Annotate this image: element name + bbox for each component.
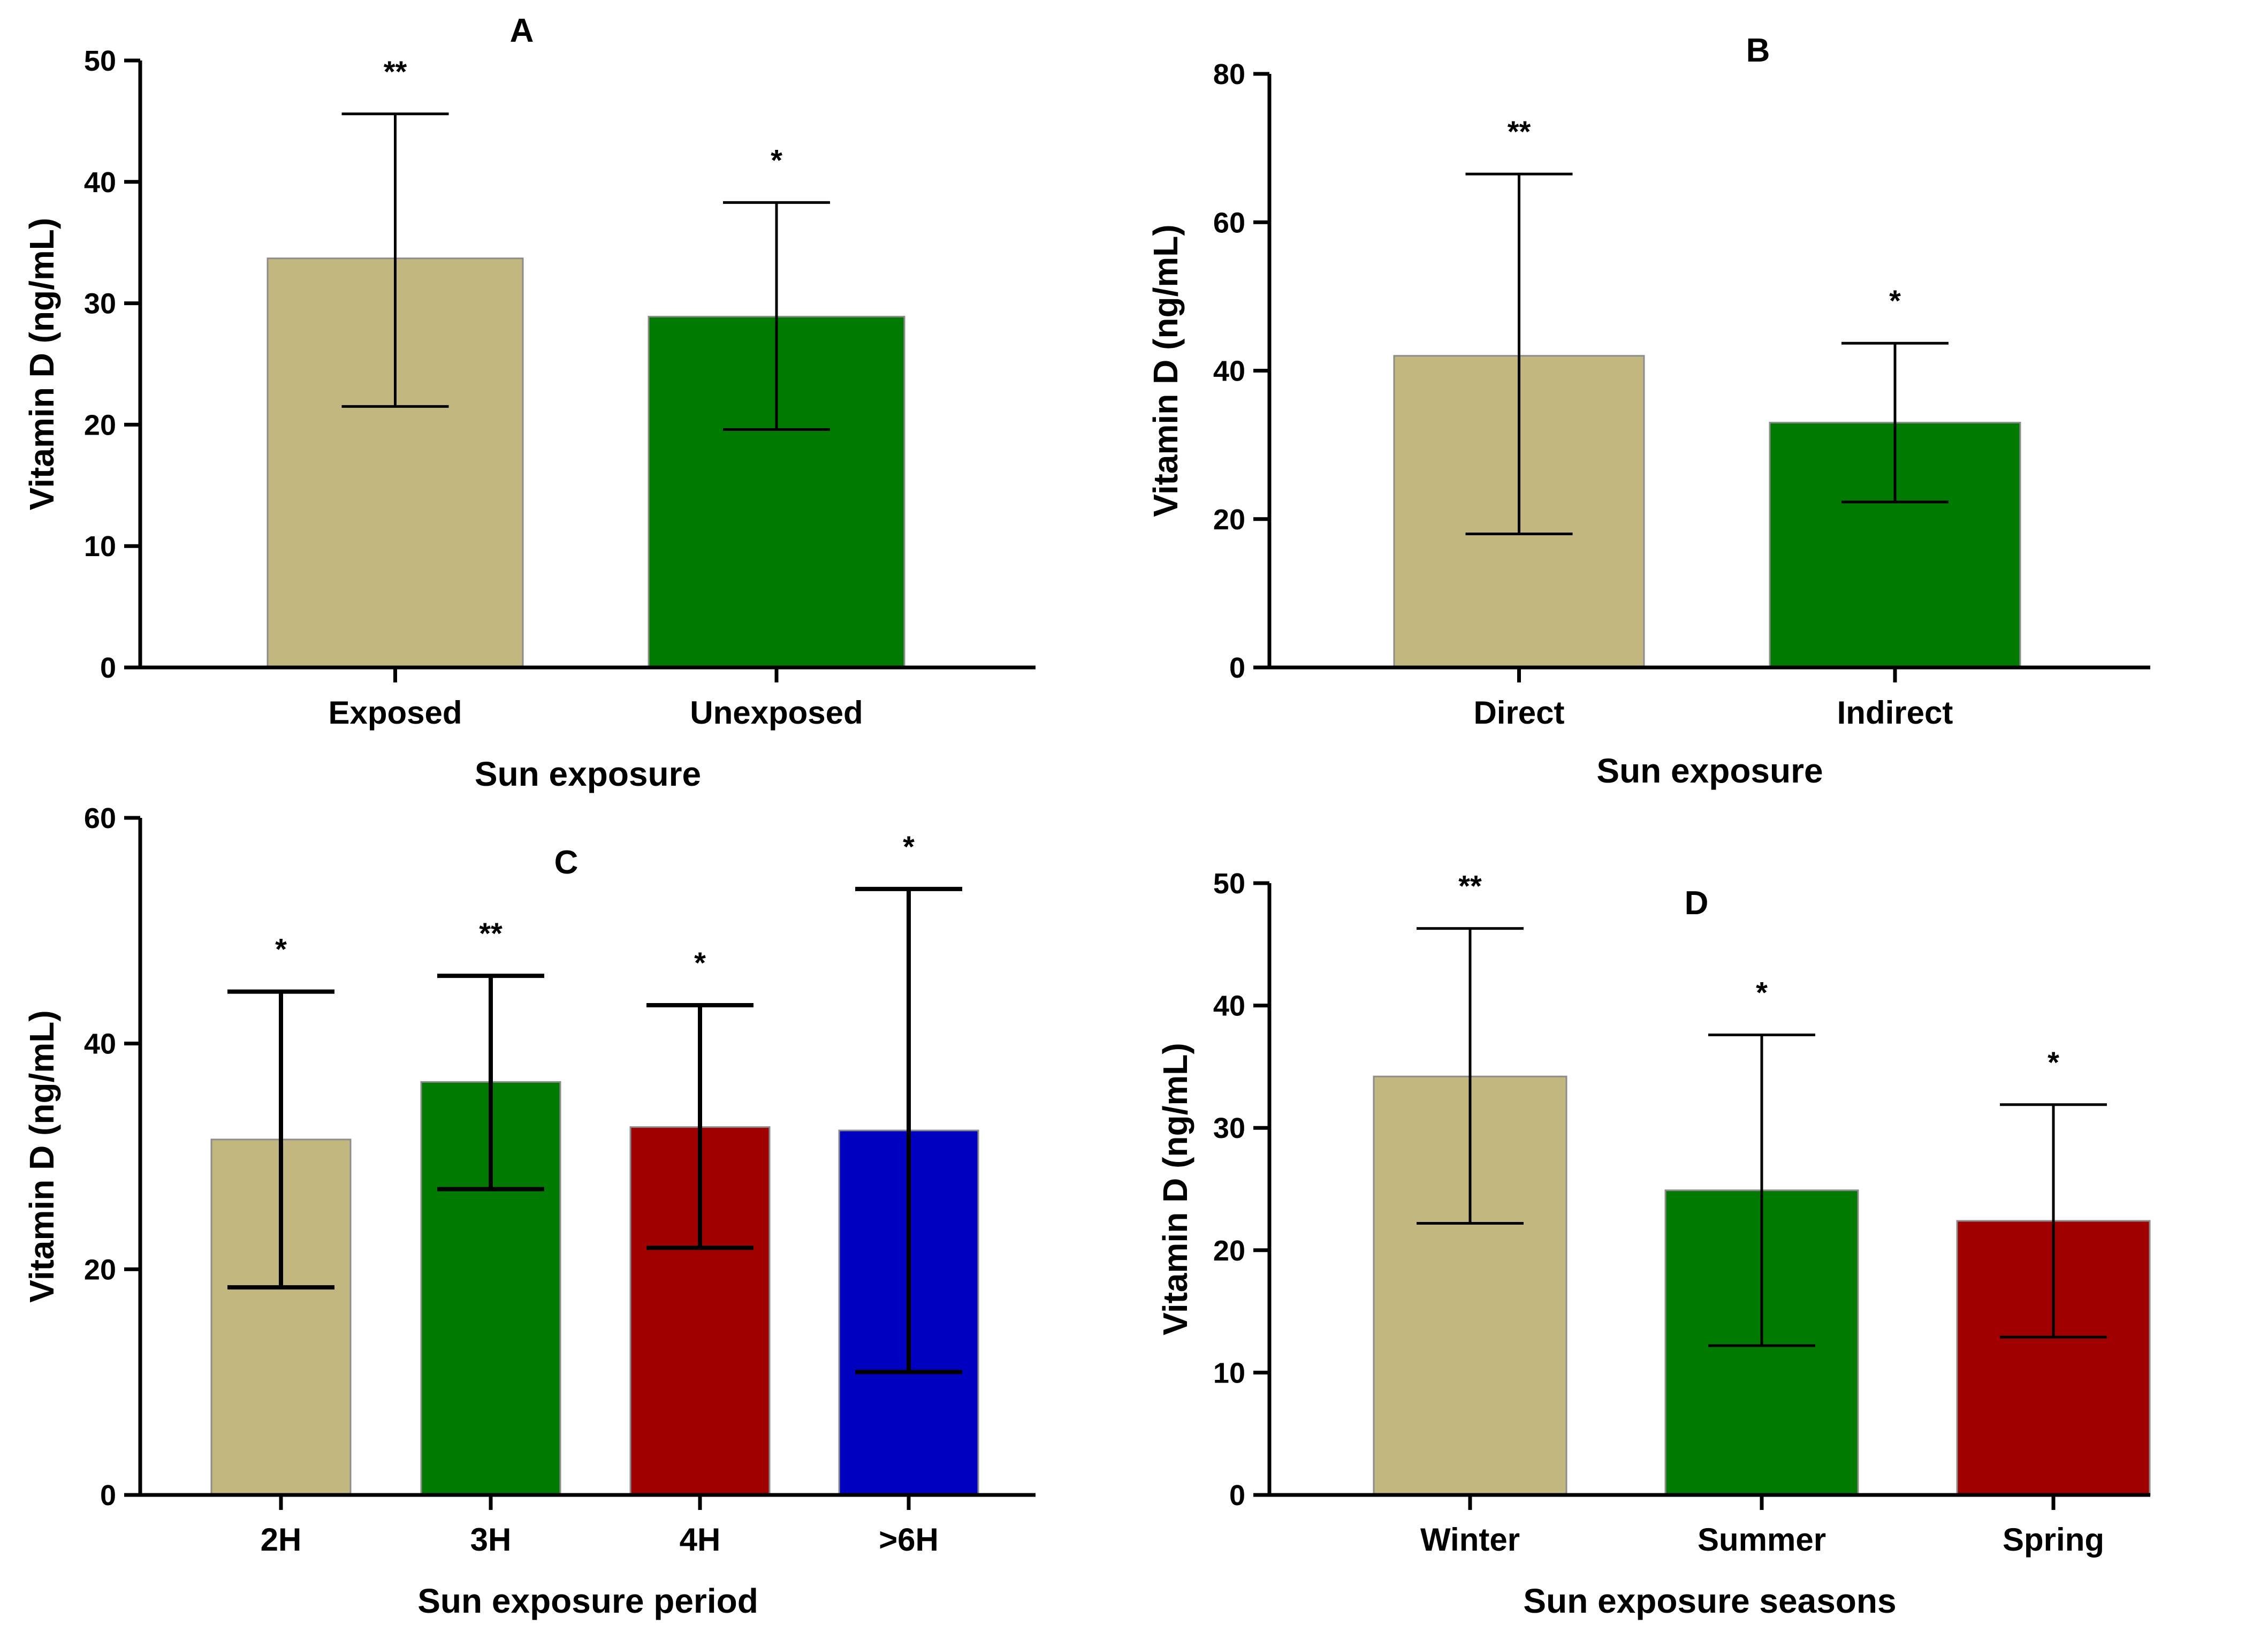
category-label-b-1: Direct — [1473, 695, 1564, 731]
category-label-c-4: >6H — [879, 1522, 939, 1558]
panel-b: ** Direct * Indirect 0 20 40 60 80 Vitamin D (ng/… — [1146, 32, 2150, 790]
error-bar-b-2 — [1841, 341, 1949, 504]
y-tick-label-d-4: 40 — [1213, 990, 1245, 1022]
error-bar-c-3 — [646, 1003, 754, 1250]
significance-label-b-2: * — [1889, 284, 1901, 317]
category-label-a-2: Unexposed — [690, 695, 863, 731]
y-axis-title-c: Vitamin D (ng/mL) — [22, 1010, 61, 1302]
error-bar-a-2 — [723, 201, 830, 431]
category-label-b-2: Indirect — [1837, 695, 1953, 731]
x-axis-title-d: Sun exposure seasons — [1523, 1582, 1896, 1620]
y-axis-title-a: Vitamin D (ng/mL) — [22, 218, 61, 510]
error-bar-c-1 — [227, 989, 334, 1290]
y-axis-title-d: Vitamin D (ng/mL) — [1156, 1043, 1194, 1335]
panel-a: ** Exposed * Unexposed 0 10 20 30 40 50 Vitamin D … — [22, 12, 1036, 793]
y-axis-title-b: Vitamin D (ng/mL) — [1146, 224, 1185, 517]
significance-label-c-2: ** — [479, 916, 503, 950]
y-tick-label-d-2: 20 — [1213, 1235, 1245, 1267]
y-tick-label-a-5: 50 — [84, 45, 116, 77]
significance-label-d-3: * — [2048, 1045, 2059, 1079]
y-tick-label-a-0: 0 — [100, 652, 116, 684]
y-tick-label-a-4: 40 — [84, 166, 116, 199]
y-tick-label-b-0: 0 — [1229, 652, 1245, 684]
significance-label-d-2: * — [1756, 975, 1768, 1009]
significance-label-a-2: * — [771, 143, 782, 177]
category-label-d-2: Summer — [1698, 1522, 1826, 1558]
y-tick-label-c-0: 0 — [100, 1479, 116, 1512]
category-label-c-1: 2H — [261, 1522, 302, 1558]
y-tick-label-d-1: 10 — [1213, 1357, 1245, 1389]
y-tick-label-d-3: 30 — [1213, 1112, 1245, 1144]
y-tick-label-c-1: 20 — [84, 1254, 116, 1286]
error-bar-d-2 — [1708, 1033, 1815, 1347]
panel-letter-d: D — [1685, 885, 1709, 922]
category-label-a-1: Exposed — [328, 695, 462, 731]
significance-label-c-4: * — [903, 830, 915, 863]
y-tick-label-a-1: 10 — [84, 530, 116, 563]
error-bar-d-3 — [2000, 1103, 2107, 1339]
panel-letter-a: A — [510, 12, 534, 49]
category-label-d-1: Winter — [1420, 1522, 1520, 1558]
significance-label-a-1: ** — [384, 55, 407, 88]
category-label-c-2: 3H — [470, 1522, 512, 1558]
y-tick-label-d-0: 0 — [1229, 1479, 1245, 1512]
error-bar-c-2 — [437, 974, 544, 1191]
y-tick-label-c-2: 40 — [84, 1028, 116, 1060]
error-bar-d-1 — [1417, 927, 1524, 1225]
x-axis-title-b: Sun exposure — [1596, 751, 1823, 790]
category-label-c-3: 4H — [680, 1522, 721, 1558]
y-tick-label-b-4: 80 — [1213, 58, 1245, 90]
category-label-d-3: Spring — [2003, 1522, 2104, 1558]
panel-d: ** Winter * Summer * Spring 0 10 20 30 40 50 Vitamin… — [1156, 868, 2151, 1620]
y-tick-label-a-2: 20 — [84, 409, 116, 441]
y-tick-label-c-3: 60 — [84, 802, 116, 834]
error-bar-c-4 — [855, 886, 962, 1375]
significance-label-b-1: ** — [1508, 115, 1531, 148]
y-tick-label-b-1: 20 — [1213, 504, 1245, 536]
significance-label-c-1: * — [275, 932, 287, 966]
y-tick-label-b-2: 40 — [1213, 355, 1245, 388]
y-tick-label-a-3: 30 — [84, 288, 116, 320]
y-tick-label-b-3: 60 — [1213, 207, 1245, 239]
panel-letter-c: C — [554, 844, 579, 881]
panel-c: * 2H ** 3H * 4H * >6H 0 20 40 60 Vitamin D (ng/mL) Su… — [22, 802, 1036, 1620]
significance-label-c-3: * — [694, 946, 706, 980]
significance-label-d-1: ** — [1458, 869, 1482, 903]
error-bar-b-1 — [1465, 172, 1573, 535]
panel-letter-b: B — [1746, 32, 1770, 69]
x-axis-title-a: Sun exposure — [475, 755, 701, 793]
error-bar-a-1 — [341, 112, 449, 408]
x-axis-title-c: Sun exposure period — [417, 1582, 758, 1620]
y-tick-label-d-5: 50 — [1213, 868, 1245, 900]
